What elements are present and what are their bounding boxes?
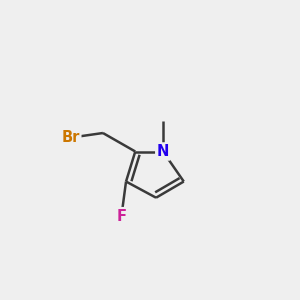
Text: Br: Br [61, 130, 80, 145]
Text: F: F [116, 209, 126, 224]
Text: N: N [157, 144, 169, 159]
